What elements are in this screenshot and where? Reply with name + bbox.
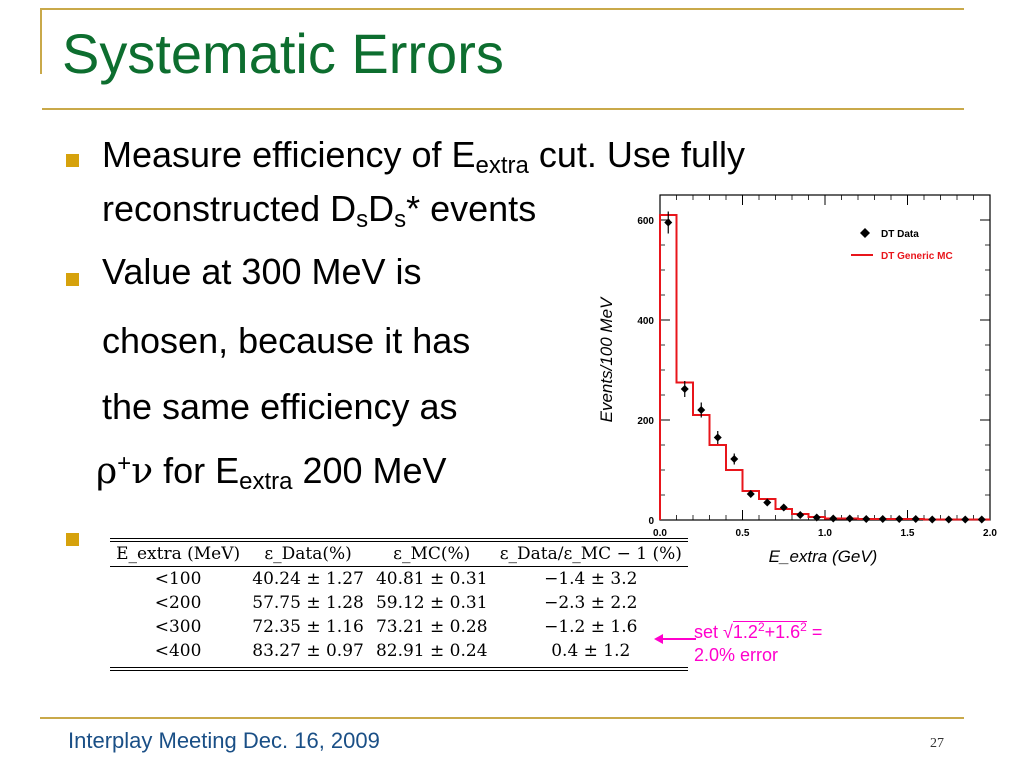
data-point [664,218,673,227]
table-cell: 0.4 ± 1.2 [551,641,631,661]
table-cell: 59.12 ± 0.31 [375,593,488,613]
frame-top-rule [40,8,964,10]
footer-rule [40,717,964,719]
data-point [977,515,986,524]
data-point [680,385,689,393]
data-point [763,498,772,507]
table-cell: 40.24 ± 1.27 [252,569,364,589]
bullet-square-icon [66,273,79,286]
table-bottom-rule-2 [110,670,688,671]
y-tick-label: 600 [637,216,654,227]
annotation-line-1: set √1.22+1.62 = [694,620,823,642]
table-header-cell: E_extra (MeV) [116,544,241,564]
table-cell: −2.3 ± 2.2 [544,593,638,613]
data-point [862,515,871,523]
bullet-1-line-1: Measure efficiency of Eextra cut. Use fu… [102,134,745,179]
data-point [911,515,920,523]
table-row: <400 83.27 ± 0.97 82.91 ± 0.24 0.4 ± 1.2 [110,639,688,663]
data-point [944,515,953,524]
frame-left-rule [40,8,42,74]
legend-label-data: DT Data [881,229,919,240]
data-point [928,515,937,524]
data-point [845,514,854,523]
y-tick-label: 400 [637,316,654,327]
bullet-1-line-2: reconstructed DsDs* events [102,188,537,233]
y-tick-label: 0 [648,516,654,527]
x-tick-label: 0.5 [736,528,750,539]
bullet-2-line-4: ρ+ν for Eextra 200 MeV [96,450,447,495]
table-header-cell: ε_MC(%) [393,544,471,564]
y-tick-label: 200 [637,416,654,427]
data-point [713,433,722,442]
x-tick-label: 2.0 [983,528,997,539]
table-bottom-rule [110,667,688,668]
table-cell: <400 [154,641,202,661]
x-tick-label: 0.0 [653,528,667,539]
table-cell: 83.27 ± 0.97 [252,641,364,661]
bullet-2-line-3: the same efficiency as [102,386,458,427]
data-point [812,513,821,522]
error-annotation: set √1.22+1.62 = 2.0% error [694,620,822,666]
table-cell: 57.75 ± 1.28 [252,593,364,613]
data-point [779,503,788,512]
slide-title: Systematic Errors [62,22,504,85]
data-point [746,490,755,498]
annotation-line-2: 2.0% error [694,644,779,665]
chart-legend: DT Data DT Generic MC [851,228,953,262]
bullet-2-line-1: Value at 300 MeV is [102,251,422,292]
title-rule [42,108,964,110]
y-axis-label: Events/100 MeV [597,296,616,422]
table-cell: 73.21 ± 0.28 [375,617,488,637]
table-cell: <100 [154,569,202,589]
data-point [878,515,887,523]
bullet-2-line-2: chosen, because it has [102,320,471,361]
bullet-square-icon [66,533,79,546]
page-number: 27 [930,736,944,751]
plot-frame [659,194,991,521]
table-header-row: E_extra (MeV) ε_Data(%) ε_MC(%) ε_Data/ε… [110,542,688,567]
table-cell: 40.81 ± 0.31 [375,569,488,589]
data-point [829,514,838,523]
table-cell: 82.91 ± 0.24 [375,641,488,661]
table-cell: −1.2 ± 1.6 [544,617,638,637]
table-row: <100 40.24 ± 1.27 40.81 ± 0.31 −1.4 ± 3.… [110,567,688,592]
table-header-cell: ε_Data/ε_MC − 1 (%) [499,544,682,564]
eextra-distribution-chart: 0.0 0.5 1.0 1.5 2.0 0 200 400 600 DT Data DT Gene… [597,194,997,566]
x-axis-label: E_extra (GeV) [769,547,878,566]
table-cell: −1.4 ± 3.2 [544,569,638,589]
x-tick-label: 1.5 [901,528,915,539]
footer-text: Interplay Meeting Dec. 16, 2009 [68,728,380,753]
table-row: <300 72.35 ± 1.16 73.21 ± 0.28 −1.2 ± 1.… [110,615,688,639]
table-top-rule-2 [110,541,688,542]
legend-label-mc: DT Generic MC [881,251,953,262]
data-point [730,455,739,463]
data-point [961,515,970,524]
efficiency-table: E_extra (MeV) ε_Data(%) ε_MC(%) ε_Data/ε… [110,538,688,671]
table-cell: <300 [154,617,202,637]
table-cell: <200 [154,593,202,613]
data-point [796,511,805,519]
table-row: <200 57.75 ± 1.28 59.12 ± 0.31 −2.3 ± 2.… [110,591,688,615]
axis-ticks: 0.0 0.5 1.0 1.5 2.0 0 200 400 600 [637,194,997,539]
arrow-left-icon [654,634,696,644]
data-points-layer [664,211,986,524]
data-point [895,515,904,523]
table-top-rule [110,538,688,539]
data-point [697,406,706,414]
legend-marker-data [860,228,870,238]
x-tick-label: 1.0 [818,528,832,539]
table-cell: 72.35 ± 1.16 [252,617,364,637]
bullet-square-icon [66,154,79,167]
table-header-cell: ε_Data(%) [264,544,352,564]
